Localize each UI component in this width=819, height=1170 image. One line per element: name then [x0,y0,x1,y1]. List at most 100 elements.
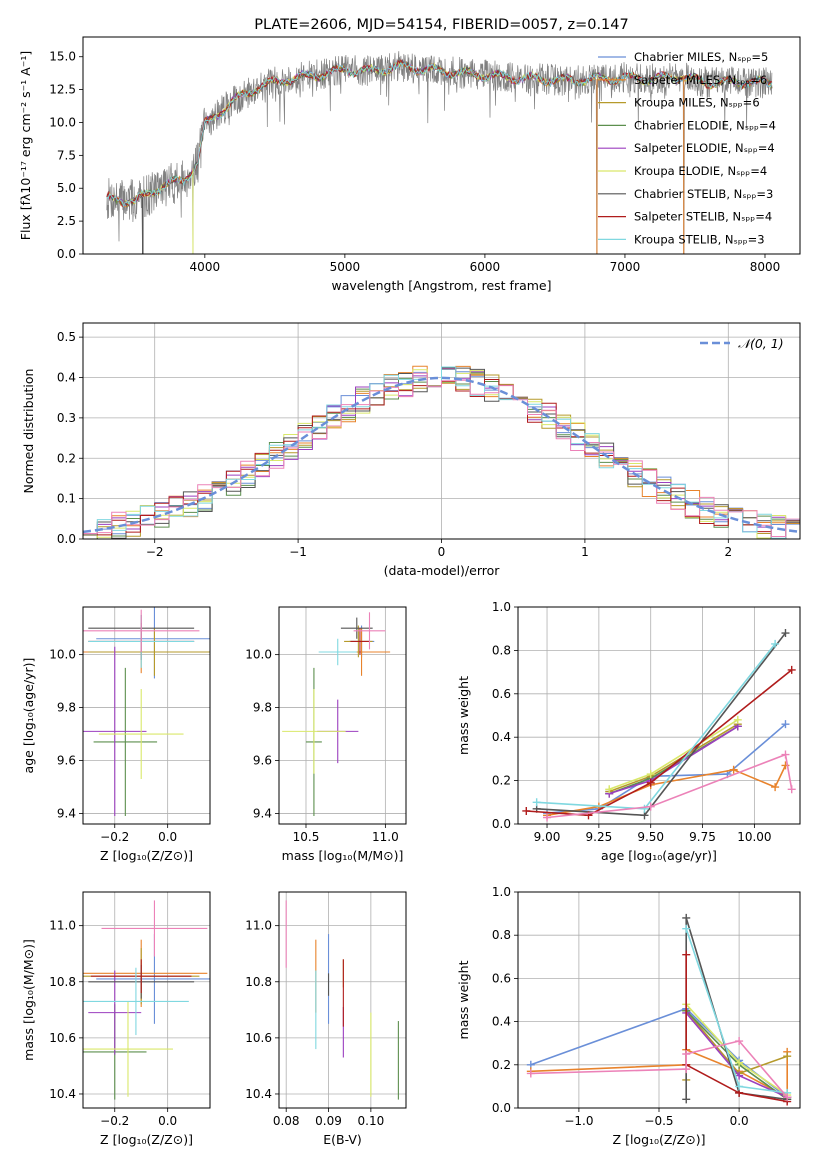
series-marker [682,1050,691,1058]
grid [83,607,210,824]
errorbar-point-10 [83,609,200,652]
series-marker [787,785,796,794]
axes-frame [82,606,211,825]
errorbar-point-5 [88,970,142,1055]
y-tick-label: 0.4 [492,730,511,744]
series-marker [735,1037,744,1046]
y-tick-label: 0.1 [57,492,76,506]
series-marker [682,1065,691,1074]
x-tick-label: 10.5 [293,830,320,844]
observed-spectrum [106,51,773,254]
plot-area [526,913,792,1106]
errorbar-point-3 [88,628,210,676]
series-marker [646,802,655,811]
y-tick-label: 0.6 [492,687,511,701]
plot-area [83,607,210,817]
y-tick-label: 0.8 [492,928,511,942]
x-tick-label: 6000 [470,260,501,274]
y-axis-label: age [log₁₀(age/yr)] [21,658,36,774]
x-tick-label: 5000 [330,260,361,274]
series-marker [783,1093,792,1102]
x-tick-label: 4000 [190,260,221,274]
legend-entry: Kroupa STELIB, Nₛₚₚ=3 [634,232,765,246]
y-tick-label: 10.6 [49,1031,76,1045]
series-marker [733,715,742,724]
y-tick-label: 10.0 [245,648,272,662]
errorbar-point-5 [83,646,147,817]
y-tick-label: 0.2 [492,774,511,788]
series-marker [735,1082,744,1091]
x-tick-label: 9.00 [534,830,561,844]
y-tick-label: 0.0 [57,247,76,261]
y-axis-label: Flux [fλ10⁻¹⁷ erg cm⁻² s⁻¹ A⁻¹] [18,51,33,240]
x-tick-label: 0.10 [358,1114,385,1128]
y-tick-label: 1.0 [492,885,511,899]
errorbar-point-7 [340,617,373,639]
y-tick-label: 9.8 [57,701,76,715]
y-tick-label: 5.0 [57,181,76,195]
legend-entry: Kroupa ELODIE, Nₛₚₚ=4 [634,164,767,178]
series-marker [605,785,614,794]
errorbar-point-6 [98,689,184,780]
chart-age-vs-Z: −0.2 0.0 9.4 9.6 9.8 10.0 Z [log₁₀(Z/Z⊙)] age [… [21,606,211,863]
axes-frame [517,606,801,825]
series-marker [735,1058,744,1067]
series-marker [783,1052,792,1061]
model-spectrum-9 [106,62,773,208]
series-marker [682,950,691,959]
axes-frame [278,891,407,1109]
x-tick-label: 9.25 [586,830,613,844]
errorbar-point-10 [101,900,208,957]
errorbar-point-8 [350,628,370,655]
y-tick-label: 1.0 [492,600,511,614]
histogram-10 [83,372,800,539]
y-tick-label: 7.5 [57,148,76,162]
x-axis-label: E(B-V) [323,1132,362,1147]
y-tick-label: 10.8 [245,975,272,989]
x-tick-label: 11.0 [372,830,399,844]
x-tick-label: 0 [438,545,446,559]
series-marker [735,1071,744,1080]
x-tick-label: 0.09 [315,1114,342,1128]
y-tick-label: 0.3 [57,411,76,425]
errorbar-point-9 [318,638,357,666]
series-9 [685,928,788,1094]
chart-age-vs-mass: 10.5 11.0 9.4 9.6 9.8 10.0 mass [log₁₀(M/M⊙)] [245,606,407,863]
series-marker [640,804,649,813]
x-tick-label: −1 [289,545,307,559]
y-tick-label: 0.0 [492,817,511,831]
axes-frame [517,891,801,1109]
x-axis-label: age [log₁₀(age/yr)] [601,848,717,863]
y-tick-label: 0.4 [57,371,76,385]
y-tick-label: 9.4 [57,806,76,820]
y-axis-label: Normed distribution [21,369,36,494]
series-marker [682,1095,691,1104]
x-tick-label: 1 [581,545,589,559]
y-tick-label: 11.0 [245,919,272,933]
y-tick-label: 0.6 [492,971,511,985]
y-tick-label: 10.4 [49,1087,76,1101]
legend-entry: Salpeter MILES, Nₛₚₚ=6 [634,73,767,87]
errorbar-point-4 [93,667,158,817]
y-tick-label: 9.6 [57,753,76,767]
y-tick-label: 0.2 [57,451,76,465]
y-tick-label: 9.8 [253,701,272,715]
axes-frame [278,606,407,825]
y-tick-label: 9.4 [253,806,272,820]
series-marker [646,770,655,779]
x-tick-label: 0.0 [730,1114,749,1128]
errorbar-point-10 [353,612,386,650]
errorbar-point-6 [282,689,346,774]
y-tick-label: 0.0 [57,532,76,546]
y-tick-label: 0.2 [492,1058,511,1072]
axes-frame [82,322,801,540]
plot-area [285,900,399,1100]
plot-area [522,629,796,822]
plot-area [282,612,391,817]
x-tick-label: −1.0 [564,1114,593,1128]
y-tick-label: 12.5 [49,83,76,97]
legend-entry: Salpeter ELODIE, Nₛₚₚ=4 [634,141,775,155]
y-axis-label: mass weight [456,676,471,755]
y-tick-label: 0.5 [57,330,76,344]
